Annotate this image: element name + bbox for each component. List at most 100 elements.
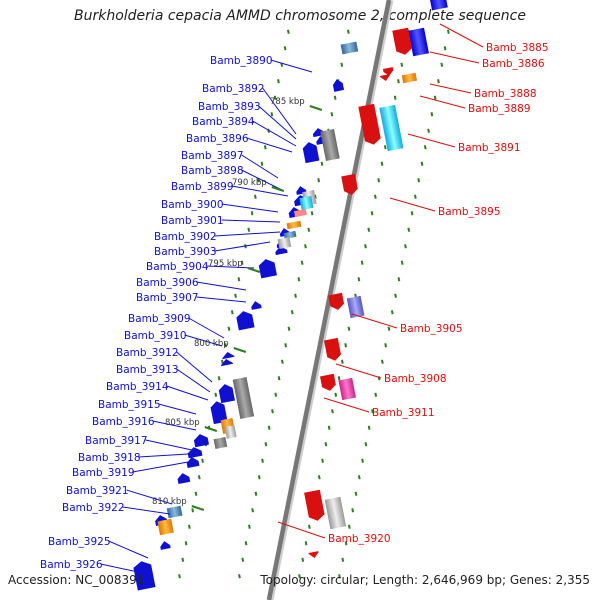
tick-dot [224, 343, 228, 348]
tick-dot [347, 29, 350, 34]
leader-line [419, 95, 466, 109]
tick-dot [277, 376, 281, 381]
leader-line [122, 506, 171, 515]
forward-gene-label: Bamb_3926 [40, 559, 103, 571]
tick-dot [181, 557, 185, 562]
tick-dot [250, 211, 254, 216]
tick-dot [410, 211, 414, 216]
gene-box-cyan [299, 195, 314, 211]
tick-dot [387, 326, 391, 331]
tick-dot [294, 293, 297, 298]
reverse-gene-arrow [328, 292, 345, 310]
reverse-gene-arrow [392, 27, 412, 55]
tick-dot [254, 491, 258, 496]
forward-gene-arrow [160, 541, 171, 550]
gene-box-blue [408, 27, 429, 57]
tick-dot [263, 145, 267, 150]
reverse-gene-arrow [358, 103, 381, 145]
tick-dot [344, 541, 348, 546]
leader-line [176, 368, 211, 393]
reverse-gene-label: Bamb_3911 [372, 407, 435, 419]
tick-dot [304, 541, 308, 546]
tick-dot [427, 128, 430, 133]
tick-dot [351, 508, 355, 513]
forward-gene-arrow [332, 79, 345, 92]
tick-dot [324, 442, 328, 447]
forward-gene-arrow [251, 301, 262, 310]
gene-box-blue [429, 0, 448, 11]
gene-box-gray [213, 436, 228, 450]
tick-dot [374, 392, 378, 397]
reverse-gene-arrow [379, 74, 390, 81]
leader-line [214, 241, 271, 252]
forward-gene-label: Bamb_3910 [124, 330, 187, 342]
forward-gene-arrow [222, 352, 235, 360]
forward-gene-label: Bamb_3901 [161, 215, 224, 227]
gene-box-orange [286, 220, 302, 230]
tick-dot [304, 244, 307, 249]
kbp-tick [247, 267, 261, 273]
tick-dot [267, 425, 271, 430]
forward-gene-arrow [218, 384, 235, 404]
tick-dot [178, 574, 181, 579]
gene-box-lgray [277, 236, 292, 250]
forward-gene-label: Bamb_3913 [116, 364, 179, 376]
gene-labels: Bamb_3890 Bamb_3892 Bamb_3893 Bamb_3894 Bamb… [40, 42, 549, 571]
tick-dot [344, 343, 348, 348]
leader-line [176, 351, 213, 383]
tick-dot [334, 392, 338, 397]
tick-dot [317, 475, 321, 480]
tick-dot [260, 161, 264, 166]
kbp-label: 810 kbp [152, 497, 187, 507]
tick-dot [284, 343, 288, 348]
tick-dot [331, 409, 334, 414]
tick-dot [354, 491, 358, 496]
leader-line [206, 265, 255, 269]
tick-dot [397, 277, 401, 282]
tick-dot [244, 541, 248, 546]
tick-dot [184, 541, 188, 546]
tick-dot [320, 161, 324, 166]
tick-dot [274, 392, 278, 397]
forward-gene-label: Bamb_3917 [85, 435, 148, 447]
kbp-tick [271, 186, 285, 192]
tick-dot [440, 62, 444, 67]
leader-line [132, 461, 189, 473]
forward-gene-label: Bamb_3925 [48, 536, 111, 548]
tick-dot [290, 310, 294, 315]
forward-gene-label: Bamb_3915 [98, 399, 161, 411]
forward-gene-arrow [236, 311, 255, 331]
tick-dot [248, 524, 251, 529]
leader-line [407, 133, 456, 148]
tick-dot [201, 458, 204, 463]
tick-dot [371, 409, 374, 414]
leader-line [196, 296, 247, 303]
tick-dot [191, 508, 195, 513]
leader-line [258, 105, 297, 140]
reverse-gene-label: Bamb_3908 [384, 373, 447, 385]
tick-dot [400, 62, 404, 67]
leader-line [439, 23, 484, 48]
accession-label: Accession: NC_008391 [8, 573, 145, 587]
tick-dot [397, 79, 400, 84]
gene-box-orange [157, 518, 174, 536]
leader-line [188, 317, 225, 339]
forward-gene-label: Bamb_3907 [136, 292, 199, 304]
tick-dot [361, 458, 364, 463]
forward-gene-label: Bamb_3890 [210, 55, 273, 67]
leader-line [323, 397, 370, 413]
forward-gene-label: Bamb_3903 [154, 246, 217, 258]
tick-dot [417, 178, 421, 183]
forward-gene-label: Bamb_3894 [192, 116, 255, 128]
kbp-label: 795 kbp [208, 259, 243, 269]
kbp-label: 805 kbp [165, 418, 200, 428]
tick-dot [377, 178, 381, 183]
forward-gene-label: Bamb_3919 [72, 467, 135, 479]
tick-dot [338, 574, 341, 579]
label-leader-lines [100, 23, 484, 573]
reverse-gene-arrow [308, 551, 319, 558]
forward-gene-arrow [258, 259, 277, 279]
tick-dot [367, 227, 371, 232]
leader-line [429, 83, 472, 94]
